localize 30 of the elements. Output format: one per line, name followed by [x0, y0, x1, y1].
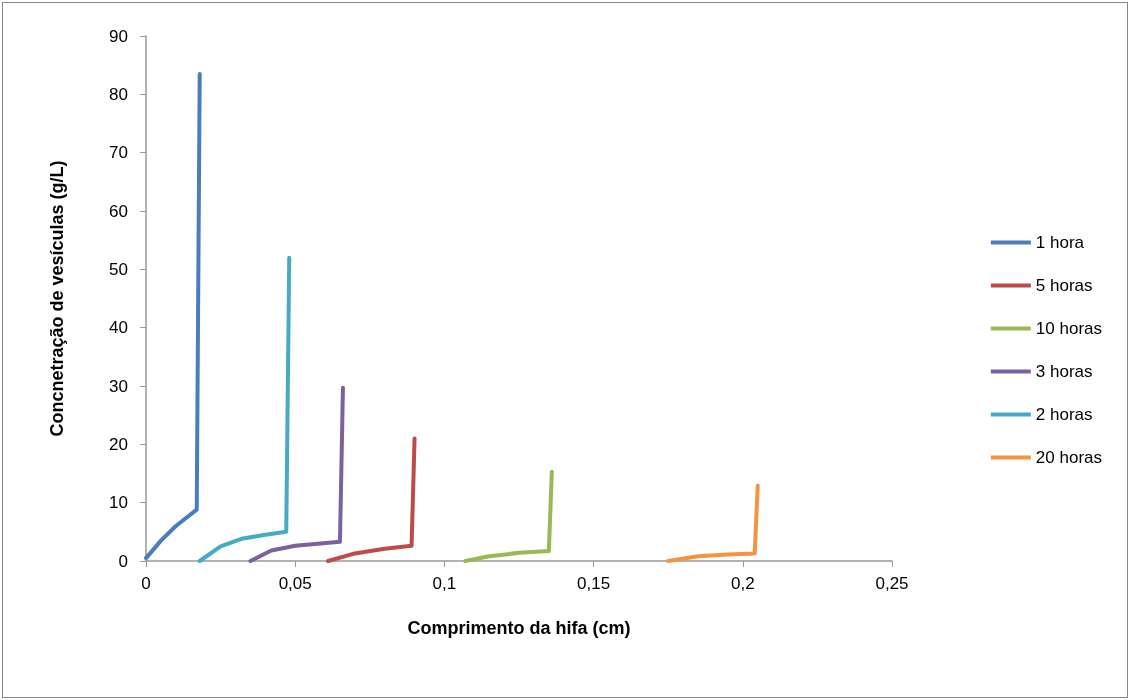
- y-tick-label: 80: [109, 84, 128, 104]
- legend-label: 3 horas: [1035, 362, 1093, 381]
- y-tick-label: 0: [118, 551, 128, 571]
- y-tick-label: 60: [109, 201, 128, 221]
- y-tick-label: 70: [109, 143, 128, 163]
- y-tick-label: 10: [109, 493, 128, 513]
- line-series: [326, 436, 417, 563]
- legend-label: 10 horas: [1035, 319, 1103, 338]
- line-series: [248, 385, 345, 563]
- legend-label: 5 horas: [1035, 276, 1093, 295]
- legend-label: 20 horas: [1035, 448, 1103, 467]
- y-tick-label: 90: [109, 26, 128, 46]
- y-tick-label: 20: [109, 434, 128, 454]
- y-tick-label: 40: [109, 318, 128, 338]
- x-axis-title: Comprimento da hifa (cm): [407, 618, 631, 638]
- x-tick-label: 0,25: [875, 574, 909, 593]
- legend-label: 1 hora: [1035, 233, 1085, 252]
- y-axis-title: Concnetração de vesículas (g/L): [47, 160, 67, 437]
- y-tick-label: 50: [109, 259, 128, 279]
- legend-label: 2 horas: [1035, 405, 1093, 424]
- y-tick-label: 30: [109, 376, 128, 396]
- x-tick-label: 0,05: [278, 574, 312, 593]
- line-series: [666, 483, 760, 563]
- x-tick-label: 0,2: [730, 574, 755, 593]
- x-tick-label: 0,1: [432, 574, 457, 593]
- line-series: [463, 469, 554, 563]
- x-tick-label: 0: [141, 574, 151, 593]
- line-series: [144, 71, 202, 561]
- line-series: [197, 255, 292, 563]
- x-tick-label: 0,15: [577, 574, 611, 593]
